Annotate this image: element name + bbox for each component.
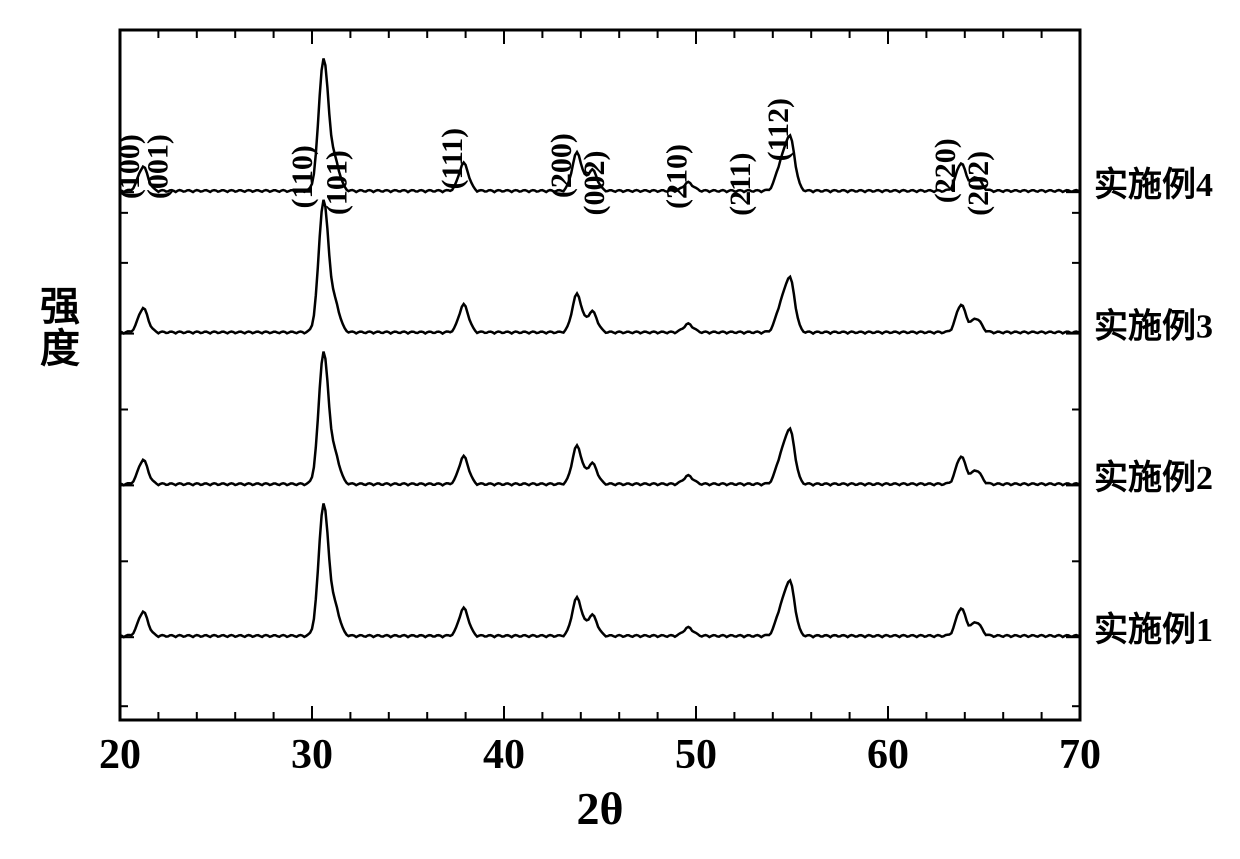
peak-label: (200) xyxy=(545,133,578,198)
x-tick-label: 20 xyxy=(99,732,141,778)
peak-label: (110) xyxy=(286,145,319,208)
series-label: 实施例1 xyxy=(1094,611,1213,649)
series-label: 实施例4 xyxy=(1094,166,1213,204)
x-tick-label: 70 xyxy=(1059,732,1101,778)
peak-label: (202) xyxy=(962,151,995,216)
peak-label: (220) xyxy=(929,138,962,203)
peak-label: (112) xyxy=(762,98,795,161)
y-axis-title-char: 强 xyxy=(40,284,80,329)
peak-label: (001) xyxy=(142,134,175,199)
x-tick-label: 60 xyxy=(867,732,909,778)
x-tick-label: 50 xyxy=(675,732,717,778)
peak-label: (210) xyxy=(660,144,693,209)
peak-label: (002) xyxy=(578,150,611,215)
series-label: 实施例2 xyxy=(1094,459,1213,497)
x-tick-label: 30 xyxy=(291,732,333,778)
series-label: 实施例3 xyxy=(1094,307,1213,345)
x-axis-title: 2θ xyxy=(576,783,623,834)
peak-label: (101) xyxy=(321,150,354,215)
y-axis-title-char: 度 xyxy=(40,326,80,371)
peak-label: (111) xyxy=(436,128,469,190)
peak-label: (211) xyxy=(724,152,757,215)
x-tick-label: 40 xyxy=(483,732,525,778)
